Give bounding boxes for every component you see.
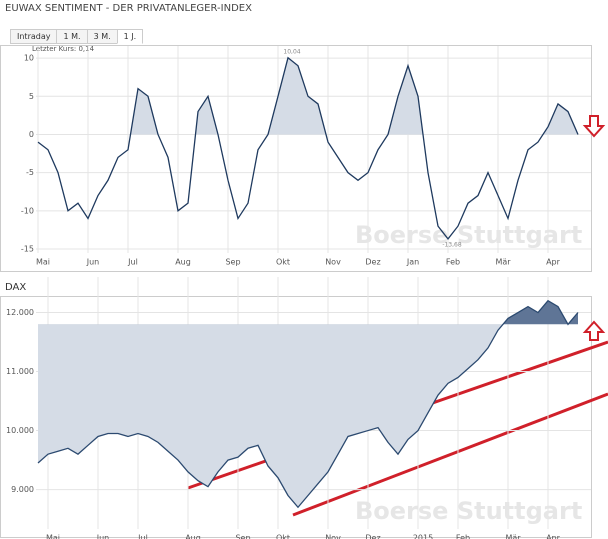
x-tick-label: Sep xyxy=(235,534,250,539)
x-tick-label: Feb xyxy=(456,534,470,539)
x-tick-label: Apr xyxy=(546,258,561,267)
area-fill xyxy=(38,324,504,508)
x-tick-label: Nov xyxy=(325,258,341,267)
x-tick-label: Mär xyxy=(505,534,521,539)
y-tick-label: 0 xyxy=(29,130,34,139)
value-label: 10,04 xyxy=(283,48,300,55)
direction-arrow xyxy=(582,320,606,341)
chart-subtitle: Letzter Kurs: 0,14 xyxy=(32,45,95,53)
y-tick-label: 9.000 xyxy=(11,485,34,494)
tab[interactable]: 1 J. xyxy=(116,29,144,44)
x-tick-label: Feb xyxy=(446,258,460,267)
x-tick-label: Dez xyxy=(365,534,380,539)
x-tick-label: Okt xyxy=(276,534,290,539)
y-tick-label: 11.000 xyxy=(6,367,34,376)
y-tick-label: 12.000 xyxy=(6,308,34,317)
x-tick-label: Jul xyxy=(137,534,148,539)
y-tick-label: -15 xyxy=(21,245,34,254)
tab[interactable]: 3 M. xyxy=(86,29,118,44)
area-fill xyxy=(38,300,578,325)
chart-frame xyxy=(0,45,592,272)
direction-arrow xyxy=(582,115,606,138)
y-tick-label: 5 xyxy=(29,92,34,101)
chart-frame xyxy=(0,296,592,538)
tab-bar: Intraday 1 M. 3 M. 1 J. xyxy=(10,29,144,44)
line xyxy=(37,299,579,509)
x-tick-label: Apr xyxy=(546,534,561,539)
line xyxy=(37,56,579,240)
x-tick-label: Sep xyxy=(225,258,240,267)
x-tick-label: Jun xyxy=(96,534,110,539)
trend-line xyxy=(292,392,608,517)
x-tick-label: Mai xyxy=(36,258,50,267)
y-tick-label: -10 xyxy=(21,206,34,215)
x-tick-label: Aug xyxy=(185,534,201,539)
x-tick-label: Okt xyxy=(276,258,290,267)
x-tick-label: Dez xyxy=(365,258,380,267)
area-fill xyxy=(38,57,578,135)
page-title: EUWAX SENTIMENT - DER PRIVATANLEGER-INDE… xyxy=(5,3,252,14)
x-tick-label: 2015 xyxy=(413,534,433,539)
x-tick-label: Nov xyxy=(325,534,341,539)
chart-title: DAX xyxy=(5,282,26,293)
watermark: Boerse Stuttgart xyxy=(355,221,582,249)
x-tick-label: Aug xyxy=(175,258,191,267)
y-tick-label: 10.000 xyxy=(6,426,34,435)
watermark: Boerse Stuttgart xyxy=(355,497,582,525)
x-tick-label: Jul xyxy=(127,258,138,267)
tab[interactable]: 1 M. xyxy=(56,29,88,44)
value-label: -13,68 xyxy=(442,241,462,248)
x-tick-label: Jan xyxy=(406,258,419,267)
y-tick-label: -5 xyxy=(26,168,34,177)
x-tick-label: Mai xyxy=(46,534,60,539)
x-tick-label: Jun xyxy=(86,258,100,267)
x-tick-label: Mär xyxy=(495,258,511,267)
y-tick-label: 10 xyxy=(24,54,34,63)
